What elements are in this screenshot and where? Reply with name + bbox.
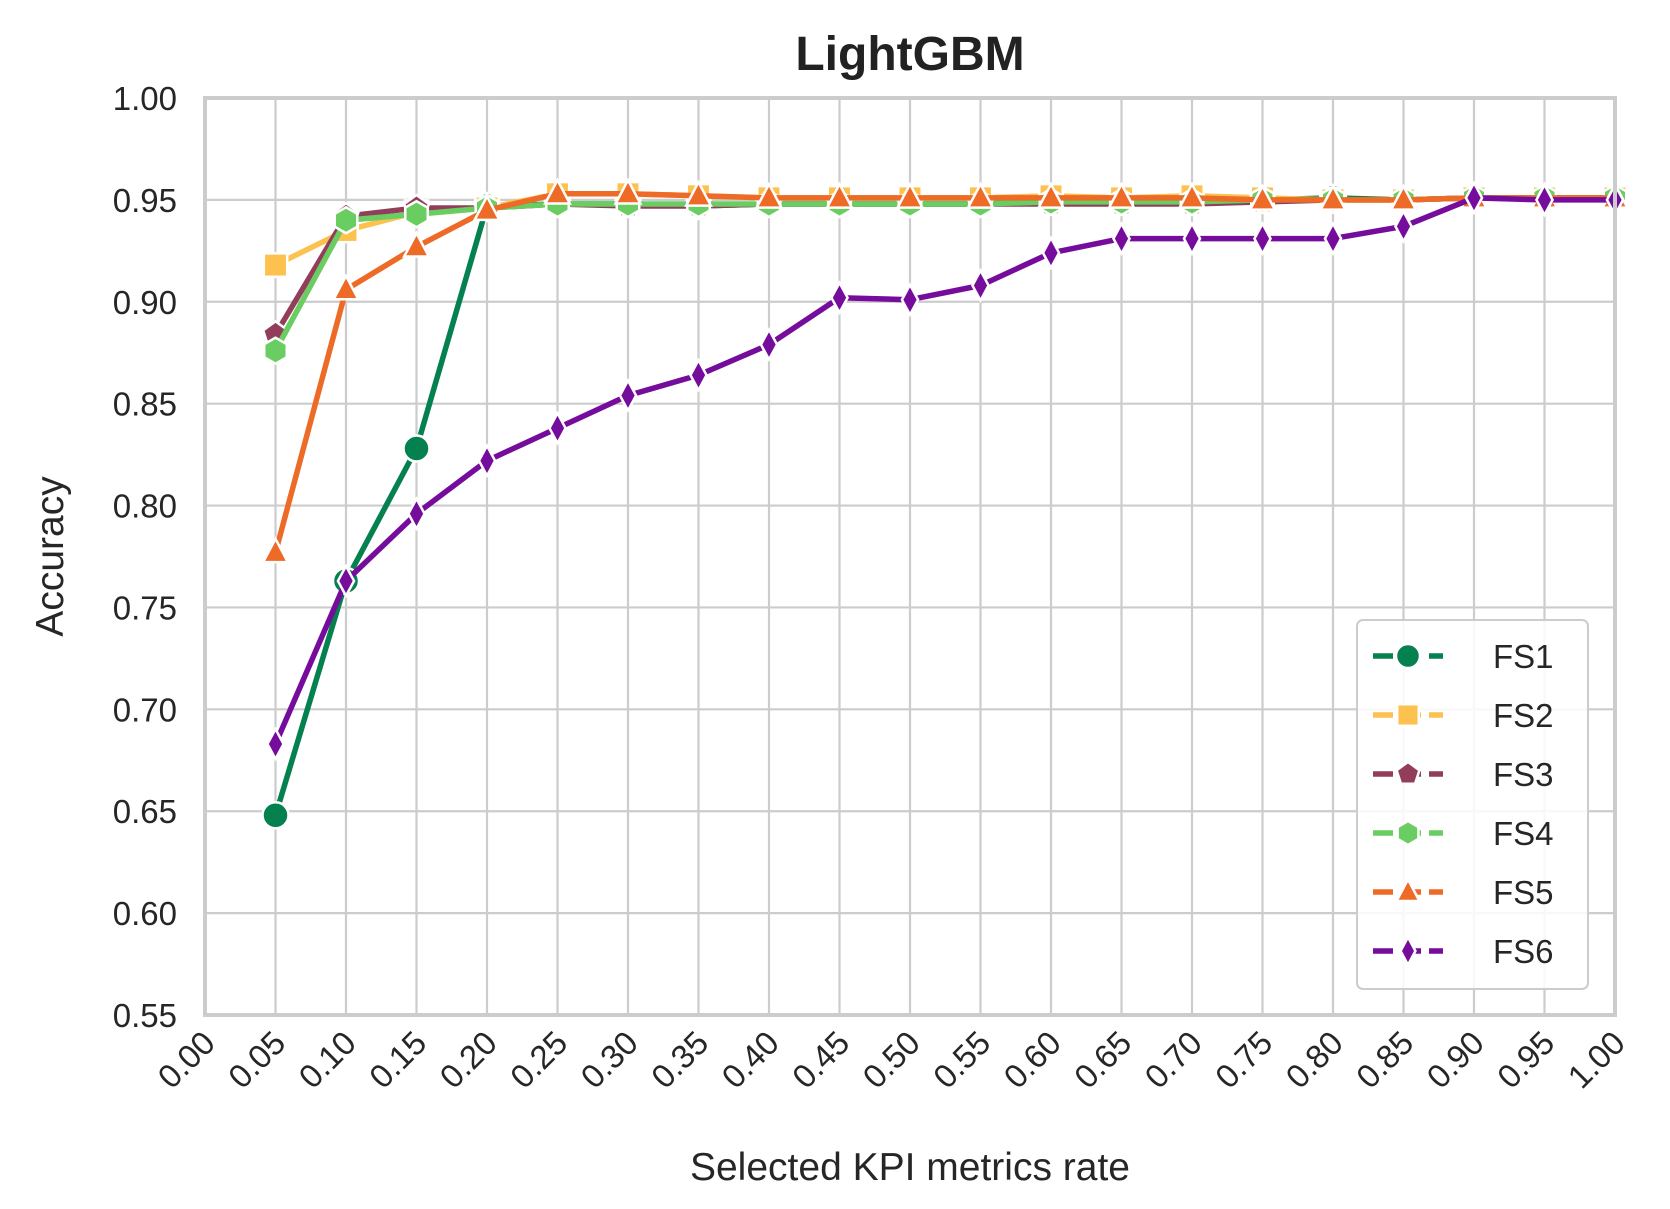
legend: FS1 FS2 FS3 FS4 FS5 FS6 [1356, 619, 1589, 990]
data-point-fs5 [331, 273, 361, 301]
legend-label-fs5: FS5 [1493, 874, 1554, 911]
legend-item-fs5: FS5 [1373, 874, 1554, 911]
legend-item-fs6: FS6 [1373, 933, 1554, 970]
legend-item-fs4: FS4 [1373, 815, 1554, 852]
y-tick-label: 0.65 [113, 793, 177, 830]
data-point-fs5 [895, 181, 925, 209]
legend-marker-fs2 [1395, 702, 1421, 728]
data-point-fs5 [1177, 181, 1207, 209]
plot-border [203, 96, 1617, 1017]
y-tick-label: 0.75 [113, 589, 177, 626]
data-point-fs5 [1036, 181, 1066, 209]
data-point-fs5 [261, 536, 290, 564]
data-point-fs4 [333, 205, 359, 235]
legend-marker-fs5 [1394, 876, 1422, 903]
chart-title: LightGBM [795, 28, 1024, 81]
data-point-fs6 [1041, 235, 1061, 271]
data-point-fs4 [262, 336, 289, 366]
data-point-fs6 [689, 357, 708, 393]
data-point-fs6 [618, 377, 638, 414]
data-point-fs6 [900, 282, 920, 318]
y-tick-label: 0.95 [113, 182, 177, 219]
y-tick-label: 0.55 [113, 997, 177, 1034]
data-point-fs5 [1107, 181, 1136, 209]
y-tick-label: 0.80 [113, 488, 177, 525]
legend-label-fs6: FS6 [1493, 933, 1554, 970]
legend-item-fs1: FS1 [1373, 638, 1554, 675]
series-line-fs5 [272, 191, 1615, 554]
data-point-fs6 [1394, 208, 1413, 244]
series-line-fs6 [272, 195, 1615, 746]
legend-marker-fs3 [1395, 760, 1421, 785]
data-point-fs5 [754, 181, 784, 209]
data-point-fs5 [1248, 183, 1277, 211]
data-point-fs6 [1323, 221, 1343, 257]
y-tick-label: 0.90 [113, 284, 177, 321]
data-point-fs2 [262, 252, 289, 279]
data-point-fs6 [1112, 221, 1131, 257]
data-point-fs6 [548, 410, 567, 446]
data-point-fs5 [472, 193, 502, 222]
series-layer [261, 177, 1630, 830]
legend-label-fs1: FS1 [1493, 638, 1554, 675]
y-tick-label: 0.70 [113, 691, 177, 728]
y-axis-label: Accuracy [29, 476, 72, 637]
data-point-fs6 [477, 443, 497, 479]
data-point-fs5 [966, 181, 995, 209]
data-point-fs6 [759, 326, 779, 363]
data-point-fs1 [261, 801, 290, 830]
data-point-fs1 [402, 434, 431, 463]
legend-marker-fs1 [1394, 642, 1422, 670]
data-point-fs5 [825, 181, 854, 209]
legend-label-fs3: FS3 [1493, 756, 1554, 793]
data-point-fs5 [543, 177, 572, 205]
legend-item-fs2: FS2 [1373, 697, 1554, 734]
data-point-fs4 [403, 199, 430, 229]
y-tick-label: 1.00 [113, 80, 177, 117]
legend-marker-fs6 [1399, 934, 1417, 968]
data-point-fs6 [266, 726, 285, 762]
data-point-fs6 [971, 267, 990, 304]
data-point-fs6 [1535, 182, 1554, 218]
data-point-fs6 [830, 280, 849, 316]
series-fs6 [266, 180, 1625, 762]
data-point-fs6 [1182, 221, 1202, 257]
data-point-fs6 [407, 496, 426, 532]
plot-frame [203, 96, 1617, 1017]
legend-label-fs4: FS4 [1493, 815, 1554, 852]
data-point-fs6 [336, 563, 356, 599]
y-tick-label: 0.60 [113, 895, 177, 932]
legend-item-fs3: FS3 [1373, 756, 1554, 793]
legend-marker-fs4 [1396, 819, 1420, 847]
y-tick-label: 0.85 [113, 386, 177, 423]
legend-label-fs2: FS2 [1493, 697, 1554, 734]
data-point-fs5 [684, 179, 713, 207]
data-point-fs5 [402, 230, 431, 258]
data-point-fs6 [1464, 180, 1484, 216]
data-point-fs5 [1318, 183, 1348, 211]
data-point-fs6 [1253, 221, 1272, 257]
data-point-fs5 [613, 177, 643, 205]
x-axis-label: Selected KPI metrics rate [690, 1146, 1130, 1189]
